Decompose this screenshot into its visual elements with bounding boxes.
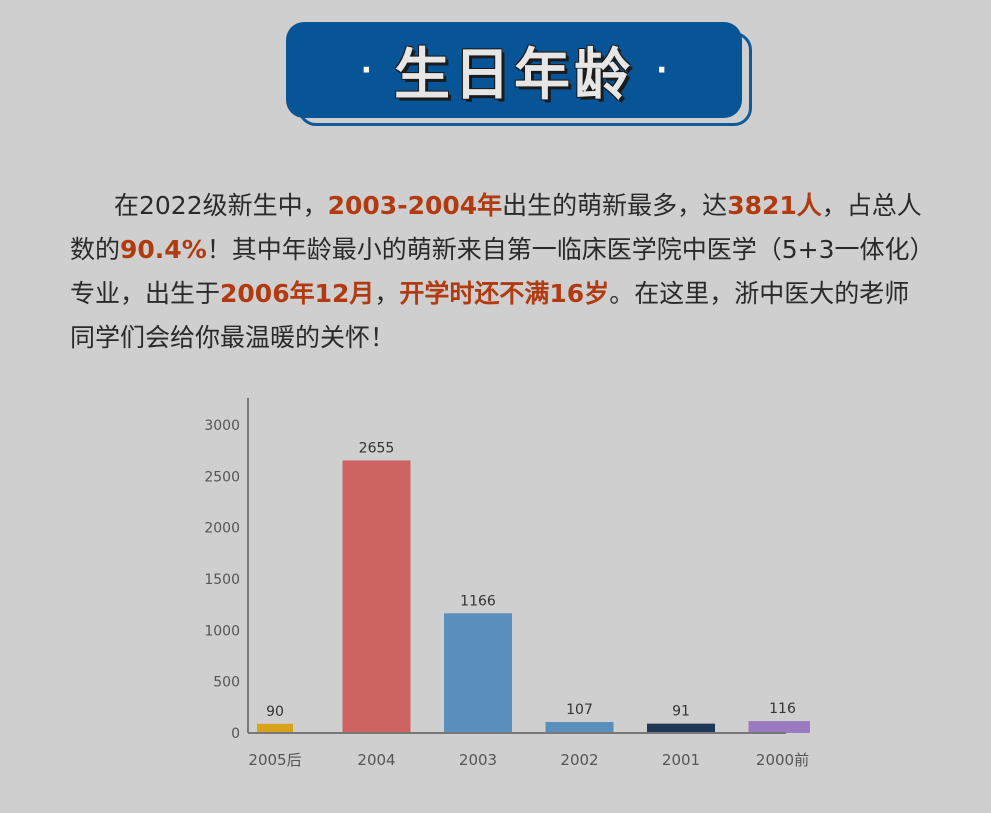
highlight-age-note: 开学时还不满16岁	[399, 279, 610, 308]
bar	[647, 723, 715, 733]
paragraph-text-1: 在2022级新生中，	[114, 191, 328, 220]
paragraph-text-6: 。在这里，浙中医大的老师同学们会给你最温暖的关怀！	[70, 279, 910, 352]
highlight-birth-date: 2006年12月	[220, 279, 375, 308]
y-tick-label: 2500	[204, 469, 240, 485]
y-tick-label: 1000	[204, 623, 240, 639]
intro-paragraph: 在2022级新生中，2003-2004年出生的萌新最多，达3821人，占总人数的…	[70, 184, 930, 360]
bar-value-label: 90	[266, 704, 284, 720]
banner-dot-left: ·	[360, 52, 372, 88]
paragraph-text-3: ，占总人数的	[70, 191, 922, 264]
highlight-birth-years: 2003-2004年	[327, 191, 503, 220]
banner-box: · 生日年龄 ·	[286, 22, 742, 118]
paragraph-text-2: 出生的萌新最多，达	[502, 191, 728, 220]
bar	[444, 613, 512, 733]
highlight-percent: 90.4%	[120, 235, 207, 264]
bar	[545, 722, 614, 733]
y-tick-label: 500	[213, 675, 240, 691]
x-tick-label: 2000前	[756, 751, 809, 769]
section-banner: · 生日年龄 ·	[286, 22, 756, 130]
paragraph-text-5: ，	[374, 279, 400, 308]
bar	[342, 460, 411, 733]
bar	[257, 723, 293, 733]
highlight-count: 3821人	[727, 191, 822, 220]
x-tick-label: 2004	[357, 751, 395, 769]
x-tick-label: 2005后	[248, 751, 301, 769]
x-tick-label: 2001	[662, 751, 700, 769]
bar-value-label: 107	[566, 702, 593, 718]
bar-value-label: 116	[769, 701, 796, 717]
bar-value-label: 2655	[359, 440, 395, 456]
bar-value-label: 91	[672, 704, 690, 720]
banner-dot-right: ·	[656, 52, 668, 88]
banner-title: 生日年龄	[394, 42, 634, 108]
x-tick-label: 2003	[459, 751, 497, 769]
y-tick-label: 3000	[204, 418, 240, 434]
bar	[748, 721, 810, 733]
birth-year-bar-chart: 0 500 1000 1500 2000 2500 3000 90 2005后 2655 2004 1…	[204, 398, 810, 769]
bar-value-label: 1166	[460, 593, 496, 609]
x-tick-label: 2002	[560, 751, 598, 769]
y-tick-label: 1500	[204, 572, 240, 588]
y-tick-label: 2000	[204, 521, 240, 537]
paragraph-text-4: ！其中年龄最小的萌新来自第一临床医学院中医学（5+3一体化）专业，出生于	[70, 235, 923, 308]
y-tick-label: 0	[231, 726, 240, 742]
